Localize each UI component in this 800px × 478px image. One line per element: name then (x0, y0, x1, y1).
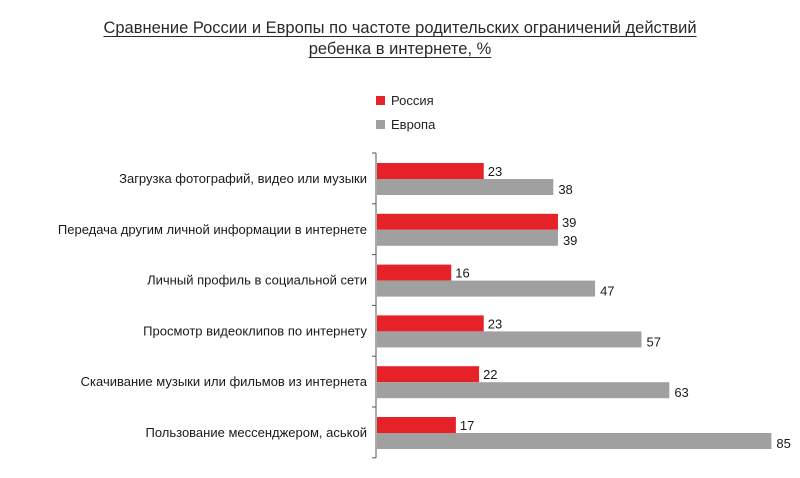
data-label-europe: 63 (674, 385, 688, 400)
data-label-europe: 38 (558, 182, 572, 197)
bar-europe (377, 179, 554, 195)
bar-europe (377, 331, 642, 348)
category-label: Пользование мессенджером, аськой (145, 425, 367, 440)
bar-europe (377, 280, 596, 297)
bar-russia (377, 163, 484, 179)
bar-russia (377, 264, 452, 281)
category-label: Передача другим личной информации в инте… (58, 222, 367, 237)
legend-swatch-russia (376, 95, 385, 105)
bar-russia (377, 315, 484, 332)
data-label-europe: 47 (600, 284, 614, 299)
category-label: Загрузка фотографий, видео или музыки (119, 171, 367, 186)
legend-label-russia: Россия (391, 92, 434, 108)
chart-title-line-2: ребенка в интернете, % (308, 40, 492, 58)
legend-item-russia: Россия (376, 88, 435, 112)
data-label-russia: 22 (483, 367, 497, 382)
data-label-russia: 23 (488, 316, 502, 331)
legend-swatch-europe (376, 119, 385, 129)
legend: Россия Европа (376, 88, 435, 136)
category-label: Скачивание музыки или фильмов из интерне… (81, 374, 368, 389)
bar-russia (377, 213, 558, 230)
bar-europe (377, 433, 772, 449)
chart-title: Сравнение России и Европы по частоте род… (0, 18, 800, 60)
legend-item-europe: Европа (376, 112, 435, 136)
data-label-russia: 17 (460, 418, 474, 433)
data-label-europe: 85 (776, 436, 790, 451)
bar-europe (377, 229, 558, 246)
data-label-europe: 39 (563, 233, 577, 248)
bar-russia (377, 366, 480, 383)
legend-label-europe: Европа (391, 116, 436, 132)
data-label-europe: 57 (646, 334, 660, 349)
data-label-russia: 16 (455, 266, 469, 281)
category-label: Просмотр видеоклипов по интернету (143, 323, 367, 338)
bar-europe (377, 382, 670, 399)
data-label-russia: 39 (562, 215, 576, 230)
chart-title-line-1: Сравнение России и Европы по частоте род… (103, 19, 697, 37)
bar-russia (377, 417, 456, 433)
data-label-russia: 23 (488, 164, 502, 179)
category-label: Личный профиль в социальной сети (147, 273, 367, 288)
